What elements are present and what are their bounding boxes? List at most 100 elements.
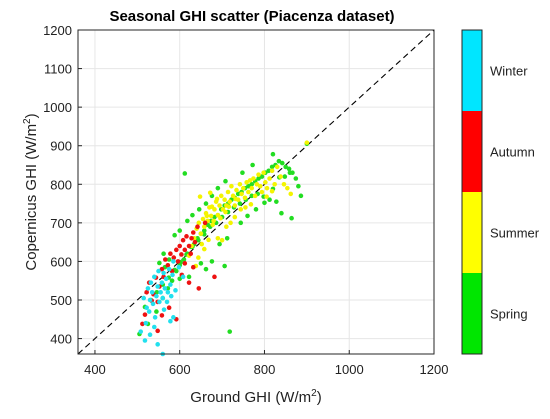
data-point [215,212,221,218]
y-tick-label: 400 [50,332,72,347]
data-point [165,289,171,295]
data-point [224,224,229,230]
data-point [171,255,177,260]
data-point [227,199,233,204]
data-point [264,185,270,191]
data-point [243,205,248,210]
data-point [161,307,167,312]
data-point [214,196,220,202]
data-point [262,200,267,206]
data-point [217,203,222,208]
data-point [164,299,170,305]
x-axis-label: Ground GHI (W/m2) [190,388,321,406]
data-point [177,228,183,233]
data-point [168,293,174,299]
data-point [259,174,265,179]
data-point [269,164,275,170]
data-point [170,272,175,278]
data-point [246,189,251,195]
data-point [175,259,181,264]
data-point [226,204,232,209]
data-point [218,215,223,221]
data-point [154,293,159,299]
y-tick-label: 600 [50,254,72,269]
data-point [168,318,173,324]
data-point [283,164,288,170]
data-point [232,203,238,208]
data-point [276,158,282,164]
data-point [279,210,284,216]
data-point [238,220,244,226]
data-point [173,288,178,293]
data-point [259,189,265,195]
data-point [199,241,205,247]
data-point [179,252,184,257]
y-tick-label: 1100 [44,62,72,77]
data-point [227,329,233,334]
data-point [285,185,290,191]
y-axis-ticks: 400 500 600 700 800 900 1000 1100 1200 [43,23,82,347]
data-point [166,305,172,311]
data-point [168,282,173,287]
data-point [182,171,188,176]
data-point [215,235,221,241]
data-point [186,274,192,280]
data-point [151,324,157,330]
data-point [287,170,293,176]
data-point [246,183,251,189]
y-axis-label: Copernicus GHI (W/m2) [22,113,40,270]
colorbar-segment-spring [462,273,482,354]
data-point [270,151,276,157]
data-point [237,201,243,206]
data-point [223,178,228,184]
data-point [240,170,245,176]
data-point [190,264,196,270]
data-point [147,297,153,303]
x-tick-label: 600 [169,362,191,377]
data-point [201,246,207,252]
data-point [233,196,238,202]
data-point [192,239,198,245]
data-point [210,222,216,228]
data-point [278,174,283,179]
series-winter [138,259,186,357]
data-point [171,259,176,264]
data-point [263,180,268,185]
data-point [163,276,169,282]
y-tick-label: 1200 [43,23,72,38]
data-point [247,178,253,183]
data-point [162,286,168,291]
data-point [157,260,162,266]
data-point [196,255,201,260]
data-point [196,237,201,243]
data-point [222,263,227,269]
data-point [269,168,275,174]
data-point [177,243,183,249]
identity-line [77,29,435,355]
colorbar-label-spring: Spring [490,307,528,322]
data-point [249,193,255,199]
data-point [144,289,149,295]
data-point [274,199,279,204]
data-point [145,286,151,291]
data-point [251,176,256,181]
colorbar-segment-summer [462,192,482,273]
colorbar: Spring Summer Autumn Winter [461,29,540,355]
y-tick-label: 500 [50,293,72,308]
y-tick-label: 900 [50,139,72,154]
data-point [189,235,194,241]
colorbar-label-summer: Summer [490,226,540,241]
data-point [240,185,246,191]
data-point [267,176,272,181]
x-tick-label: 800 [254,362,276,377]
data-point [232,214,238,220]
data-point [171,315,176,320]
colorbar-label-winter: Winter [490,64,528,79]
data-point [200,216,206,222]
data-point [196,207,202,212]
data-point [207,190,213,196]
data-point [256,172,261,177]
data-point [253,207,259,212]
data-point [186,280,192,285]
data-point [279,160,285,166]
